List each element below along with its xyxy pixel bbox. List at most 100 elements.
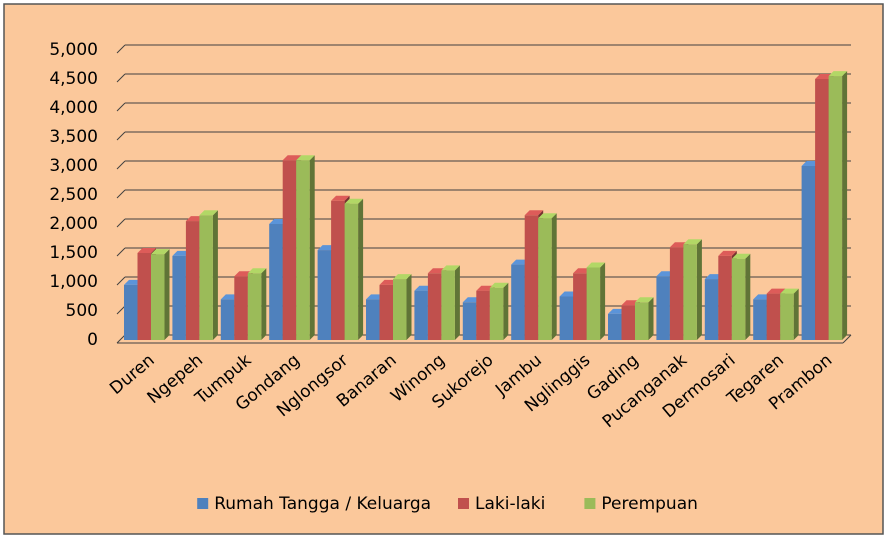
bar [828, 71, 848, 340]
bar-front [441, 270, 455, 340]
bar-top [718, 250, 737, 256]
grid-line-depth [116, 218, 126, 228]
legend-swatch [584, 498, 596, 509]
bar [393, 274, 412, 340]
bar-front [538, 218, 552, 340]
y-tick-label: 2,000 [49, 214, 98, 234]
bar-top [282, 155, 302, 161]
y-tick-label: 2,500 [49, 185, 98, 205]
bar-front [379, 284, 393, 340]
bar-side [358, 198, 364, 340]
bar-side [309, 155, 315, 340]
bar-top [828, 71, 848, 77]
bar-top [683, 239, 702, 245]
bar-top [393, 274, 412, 280]
bar-side [261, 268, 267, 340]
bar-front [317, 250, 332, 340]
bar-front [151, 254, 165, 340]
bar-front [780, 293, 794, 340]
grid-line-depth [116, 276, 126, 286]
bar-front [220, 299, 235, 340]
bar-top [766, 288, 786, 294]
bar [247, 268, 267, 340]
bar [538, 213, 557, 340]
bar-side [696, 239, 702, 340]
bar-top [635, 297, 654, 303]
bar [635, 297, 654, 340]
bar-front [573, 273, 587, 340]
bar-front [344, 203, 359, 340]
bar-top [344, 198, 364, 204]
bar-side [164, 249, 170, 340]
bar-front [199, 215, 213, 340]
grid-line-depth [116, 102, 126, 112]
bar-front [524, 215, 539, 340]
grid-line-depth [116, 305, 126, 315]
bar-top [489, 282, 509, 288]
y-tick-label: 5,000 [49, 40, 98, 60]
bar-front [476, 290, 490, 340]
legend-swatch [458, 498, 469, 509]
y-tick-label: 4,000 [49, 98, 98, 118]
bar-front [234, 276, 248, 340]
bar-front [704, 279, 719, 340]
bar-top [137, 248, 156, 253]
bar-side [793, 288, 799, 340]
bar-front [247, 273, 262, 340]
bar-front [331, 200, 345, 340]
bar [296, 155, 315, 340]
legend-label: Perempuan [601, 494, 698, 514]
grid-line-depth [116, 189, 126, 199]
bar-top [441, 265, 460, 271]
grid-line-depth [116, 73, 126, 83]
bar-side [842, 71, 848, 340]
bar-front [489, 287, 504, 340]
bar-top [538, 213, 557, 219]
bar-top [780, 288, 799, 294]
grid-line-depth [116, 44, 126, 54]
bar-front [414, 290, 428, 340]
bar-front [427, 273, 442, 340]
bar-front [731, 258, 746, 340]
bar [441, 265, 460, 340]
y-tick-label: 1,000 [49, 272, 98, 292]
bar-front [669, 247, 684, 340]
bar-front [511, 264, 525, 340]
bar-top [524, 210, 544, 216]
bar-side [551, 213, 557, 340]
bar-front [586, 267, 601, 340]
bar-front [608, 313, 622, 340]
bar-top [586, 262, 606, 268]
bar [344, 198, 364, 340]
floor-right [842, 334, 852, 344]
bar-top [296, 155, 315, 161]
bar-front [269, 224, 283, 340]
bar [489, 282, 509, 340]
bar-side [600, 262, 606, 340]
bar-front [801, 166, 816, 340]
bar-side [212, 210, 218, 340]
bar [731, 253, 751, 340]
bar-side [454, 265, 460, 340]
bar [586, 262, 606, 340]
bar-front [124, 284, 138, 340]
bar [199, 210, 218, 340]
bar-side [745, 253, 751, 340]
bar-front [172, 255, 186, 340]
bar-front [621, 305, 635, 340]
bar-front [462, 302, 477, 340]
bar-side [503, 282, 509, 340]
y-tick-label: 1,500 [49, 243, 98, 263]
y-tick-label: 3,500 [49, 127, 98, 147]
bar-front [683, 244, 697, 340]
grid-line-depth [116, 334, 126, 344]
bar-top [247, 268, 267, 274]
grid-line-depth [116, 247, 126, 257]
bar-top [199, 210, 218, 216]
bar [683, 239, 702, 340]
bar-front [185, 221, 200, 340]
legend-label: Laki-laki [475, 494, 545, 514]
bar-front [656, 276, 670, 340]
y-tick-label: 3,000 [49, 156, 98, 176]
